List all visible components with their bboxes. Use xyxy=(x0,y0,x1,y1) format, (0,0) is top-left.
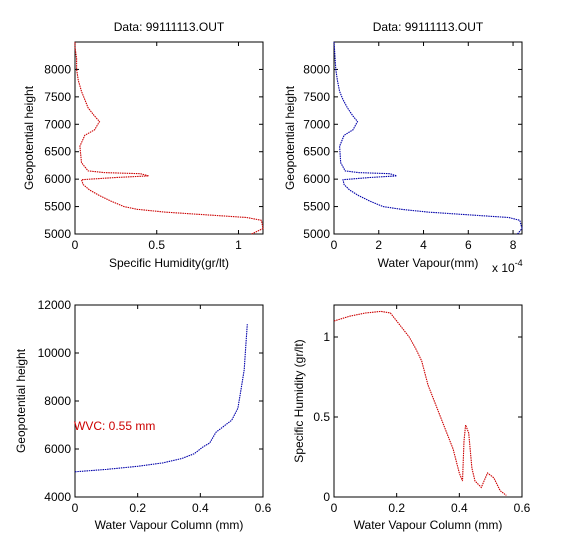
y-tick-label: 6500 xyxy=(303,145,330,159)
plot-frame xyxy=(74,304,264,498)
series-line xyxy=(74,42,264,235)
series-line xyxy=(74,324,248,473)
y-tick-label: 5500 xyxy=(303,200,330,214)
y-tick-label: 6000 xyxy=(44,172,71,186)
series-line xyxy=(333,41,523,235)
y-tick-label: 7000 xyxy=(303,117,330,131)
y-tick-label: 0 xyxy=(323,490,330,504)
x-axis-label: Water Vapour(mm) xyxy=(378,256,479,270)
y-tick-label: 6000 xyxy=(44,442,71,456)
x-tick-label: 0.4 xyxy=(192,501,209,515)
x-tick-label: 8 xyxy=(510,238,517,252)
x-axis-label: Water Vapour Column (mm) xyxy=(95,518,244,532)
x-tick-label: 0.2 xyxy=(129,501,146,515)
axis-ticks: 0 0.5 1 5000 5500 6000 6500 7000 7500 8000 xyxy=(44,42,263,252)
y-tick-label: 12000 xyxy=(38,298,72,312)
x-tick-label: 4 xyxy=(420,238,427,252)
plot-frame xyxy=(333,304,523,498)
y-tick-label: 10000 xyxy=(38,346,72,360)
x-axis-label: Water Vapour Column (mm) xyxy=(354,518,503,532)
chart-panel-water-vapour: Data: 99111113.OUT Water Vapour(mm) Geop… xyxy=(283,20,523,275)
y-tick-label: 6000 xyxy=(303,172,330,186)
y-tick-label: 1 xyxy=(323,330,330,344)
y-tick-label: 7000 xyxy=(44,117,71,131)
y-tick-label: 5000 xyxy=(303,227,330,241)
y-axis-label: Geopotential height xyxy=(14,348,28,453)
x-tick-label: 0.2 xyxy=(388,501,405,515)
plot-frame xyxy=(333,41,523,235)
data-series xyxy=(333,41,523,235)
y-tick-label: 7500 xyxy=(303,90,330,104)
y-tick-label: 8000 xyxy=(303,62,330,76)
x-tick-label: 0.6 xyxy=(255,501,272,515)
chart-panel-wvc-humidity: Water Vapour Column (mm) Specific Humidi… xyxy=(292,304,531,532)
axis-ticks: 0 0.2 0.4 0.6 0 0.5 1 xyxy=(313,305,531,515)
exponent-base: x 10 xyxy=(492,261,515,275)
x-tick-label: 0 xyxy=(331,238,338,252)
y-tick-label: 0.5 xyxy=(313,410,330,424)
x-tick-label: 0.4 xyxy=(451,501,468,515)
y-axis-label: Geopotential height xyxy=(22,85,36,190)
y-tick-label: 6500 xyxy=(44,145,71,159)
y-axis-label: Geopotential height xyxy=(283,85,297,190)
x-tick-label: 0 xyxy=(72,238,79,252)
y-tick-label: 7500 xyxy=(44,90,71,104)
x-axis-label: Specific Humidity(gr/lt) xyxy=(109,256,229,270)
y-tick-label: 5000 xyxy=(44,227,71,241)
x-tick-label: 0 xyxy=(72,501,79,515)
x-tick-label: 6 xyxy=(465,238,472,252)
data-series xyxy=(333,310,507,496)
x-tick-label: 2 xyxy=(375,238,382,252)
axis-ticks: 0 2 4 6 8 5000 5500 6000 6500 7000 7500 8000 xyxy=(303,42,522,252)
x-axis-exponent: x 10-4 xyxy=(492,258,523,275)
y-tick-label: 4000 xyxy=(44,490,71,504)
exponent-power: -4 xyxy=(515,258,523,268)
chart-title: Data: 99111113.OUT xyxy=(114,20,225,34)
y-axis-label: Specific Humidity (gr/lt) xyxy=(292,339,306,462)
chart-panel-wvc-height: Water Vapour Column (mm) Geopotential he… xyxy=(14,298,272,532)
x-tick-label: 0.5 xyxy=(148,238,165,252)
axis-ticks: 0 0.2 0.4 0.6 4000 6000 8000 10000 12000 xyxy=(38,298,272,515)
chart-panel-specific-humidity: Data: 99111113.OUT Specific Humidity(gr/… xyxy=(22,20,264,270)
data-series xyxy=(74,42,264,235)
x-tick-label: 0 xyxy=(331,501,338,515)
data-series xyxy=(74,324,248,473)
wvc-annotation: WVC: 0.55 mm xyxy=(74,419,155,433)
y-tick-label: 5500 xyxy=(44,200,71,214)
series-line xyxy=(333,310,507,496)
x-tick-label: 0.6 xyxy=(514,501,531,515)
plot-frame xyxy=(74,41,264,235)
y-tick-label: 8000 xyxy=(44,394,71,408)
x-tick-label: 1 xyxy=(235,238,242,252)
y-tick-label: 8000 xyxy=(44,62,71,76)
chart-title: Data: 99111113.OUT xyxy=(373,20,484,34)
